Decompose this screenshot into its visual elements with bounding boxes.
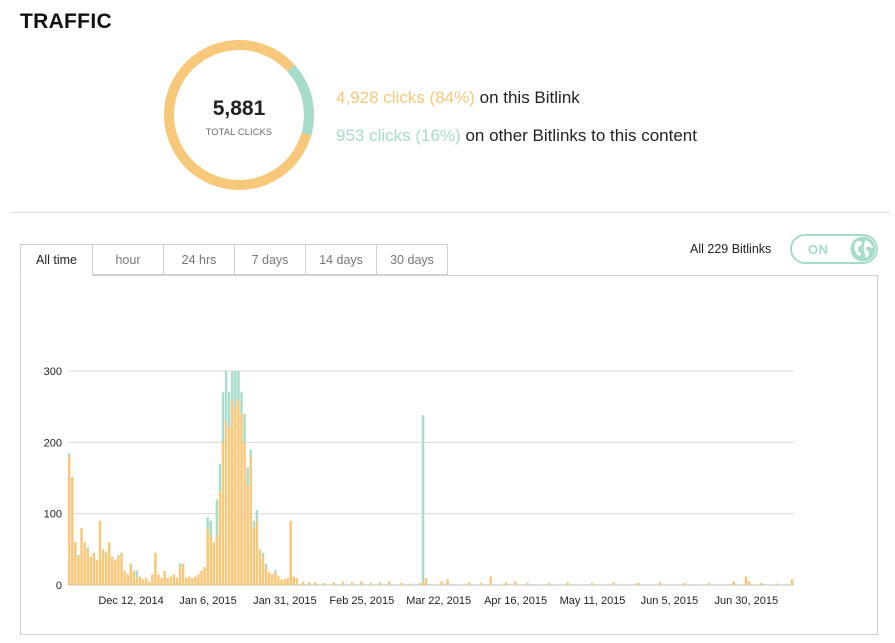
tab-all-time[interactable]: All time (20, 244, 93, 275)
tab-30-days[interactable]: 30 days (377, 244, 448, 275)
legend-this-bitlink: 4,928 clicks (84%) on this Bitlink (336, 88, 580, 108)
all-bitlinks-label: All 229 Bitlinks (690, 242, 772, 256)
legend-other-bitlinks: 953 clicks (16%) on other Bitlinks to th… (336, 126, 697, 146)
total-clicks-donut (164, 40, 314, 190)
other-bitlinks-stat: 953 clicks (16%) (336, 126, 461, 145)
this-bitlink-stat: 4,928 clicks (84%) (336, 88, 475, 107)
time-range-tabs: All time hour 24 hrs 7 days 14 days 30 d… (20, 244, 448, 275)
donut-center: 5,881 TOTAL CLICKS (162, 38, 316, 192)
donut-other-segment (164, 40, 314, 190)
total-clicks-label: TOTAL CLICKS (205, 127, 273, 137)
section-title: TRAFFIC (20, 10, 112, 33)
this-bitlink-text: on this Bitlink (474, 88, 580, 107)
globe-icon (850, 236, 876, 262)
tab-14-days[interactable]: 14 days (306, 244, 377, 275)
tab-7-days[interactable]: 7 days (235, 244, 306, 275)
all-bitlinks-toggle[interactable]: ON (790, 234, 878, 264)
tab-hour[interactable]: hour (93, 244, 164, 275)
toggle-state-text: ON (808, 242, 829, 257)
tab-24-hrs[interactable]: 24 hrs (164, 244, 235, 275)
total-clicks-value: 5,881 (212, 97, 266, 120)
other-bitlinks-text: on other Bitlinks to this content (460, 126, 697, 145)
section-divider (10, 212, 890, 213)
chart-panel (20, 275, 878, 635)
chart-panel-border (92, 275, 878, 276)
